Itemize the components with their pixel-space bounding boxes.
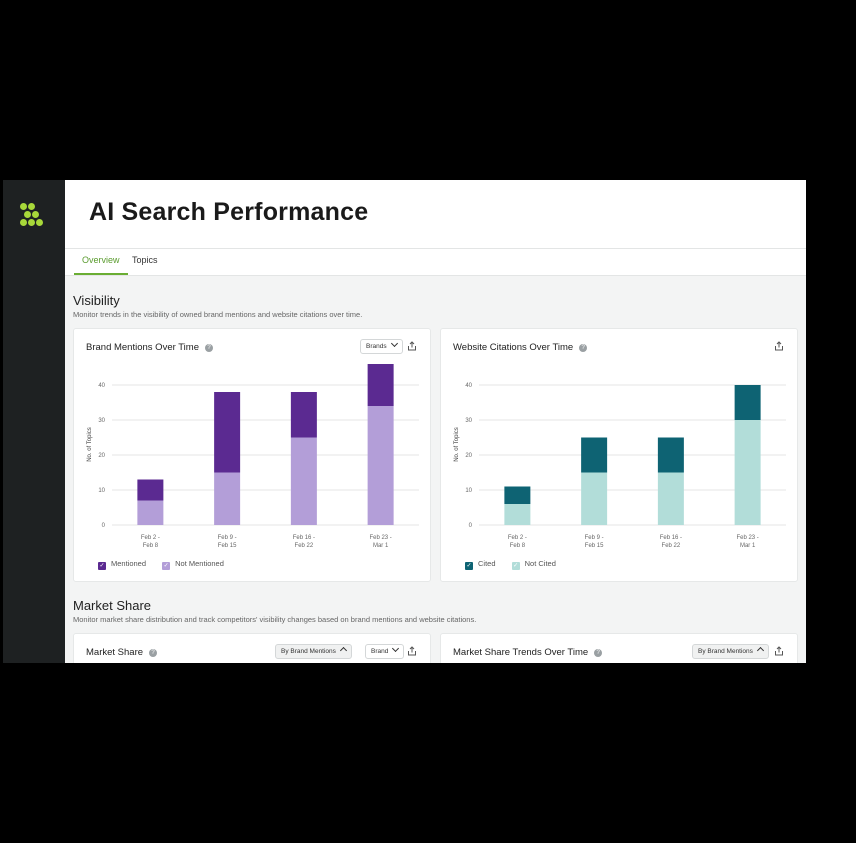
website-citations-title: Website Citations Over Time? [453,342,588,353]
tab-topics[interactable]: Topics [132,255,158,265]
bar-segment [504,504,531,525]
chevron-down-icon [390,339,398,348]
brand-mentions-card: Brand Mentions Over Time? Brands 0 10 20 30… [73,328,431,582]
bar-segment [137,500,164,525]
chevron-up-icon [339,646,347,655]
bar-segment [657,437,684,473]
brand-mentions-title-text: Brand Mentions Over Time [86,342,199,353]
brand-dropdown-label: Brand [371,648,389,655]
checkbox-icon: ✓ [465,562,473,570]
visibility-section-description: Monitor trends in the visibility of owne… [73,310,363,319]
market-share-section-title: Market Share [73,598,152,613]
y-tick-label: 30 [465,418,472,424]
bar-segment [137,479,164,501]
y-axis-label: No. of Topics [454,427,460,462]
y-tick-label: 0 [102,523,106,529]
x-tick-label: Feb 16 -Feb 22 [293,535,315,549]
share-icon[interactable] [774,341,784,351]
x-tick-label: Feb 2 -Feb 8 [141,535,160,549]
trends-by-brand-mentions-label: By Brand Mentions [698,648,753,655]
bar-segment [581,472,608,525]
legend-item-mentioned[interactable]: ✓ Mentioned [98,559,147,570]
visibility-section-title: Visibility [73,293,120,308]
y-tick-label: 0 [469,523,473,529]
market-share-card: Market Share? By Brand Mentions Brand [73,633,431,663]
share-icon[interactable] [774,646,784,656]
bar-segment [214,392,241,473]
legend-item-cited[interactable]: ✓ Cited [465,559,496,570]
tab-bar: Overview Topics [65,249,806,276]
website-citations-card: Website Citations Over Time? 0 10 20 30 40 No… [440,328,798,582]
help-icon[interactable]: ? [579,344,588,352]
x-tick-label: Feb 9 -Feb 15 [218,535,238,549]
chevron-down-icon [392,644,400,653]
brand-mentions-legend: ✓ Mentioned ✓ Not Mentioned [98,559,238,570]
y-tick-label: 10 [98,488,105,494]
x-tick-label: Feb 9 -Feb 15 [585,535,605,549]
brands-dropdown-label: Brands [366,343,387,350]
legend-label-mentioned: Mentioned [111,559,147,568]
bar-segment [290,437,317,525]
website-citations-title-text: Website Citations Over Time [453,342,574,353]
brands-dropdown[interactable]: Brands [360,339,403,354]
help-icon[interactable]: ? [594,649,603,657]
website-citations-legend: ✓ Cited ✓ Not Cited [465,559,570,570]
x-tick-label: Feb 23 -Mar 1 [736,535,758,549]
y-tick-label: 40 [465,383,472,389]
brand-dropdown[interactable]: Brand [365,644,405,659]
legend-label-cited: Cited [478,559,496,568]
legend-label-not-mentioned: Not Mentioned [175,559,224,568]
legend-item-not-cited[interactable]: ✓ Not Cited [511,559,556,570]
bar-segment [367,364,394,406]
brand-mentions-chart: 0 10 20 30 40 No. of Topics Feb 2 -Feb 8 Feb 9 … [87,364,419,549]
app-window: AI Search Performance Overview Topics Vi… [3,180,806,663]
by-brand-mentions-dropdown[interactable]: By Brand Mentions [275,644,352,659]
share-icon[interactable] [407,341,417,351]
market-share-card-title-text: Market Share [86,647,144,658]
page-title: AI Search Performance [89,198,369,226]
side-rail [3,180,65,663]
bar-segment [367,406,394,525]
checkbox-icon: ✓ [511,562,520,570]
y-tick-label: 10 [465,488,472,494]
bar-segment [734,385,761,420]
help-icon[interactable]: ? [205,344,213,352]
bar-segment [290,392,317,438]
page-header: AI Search Performance [65,180,806,249]
market-share-section-description: Monitor market share distribution and tr… [73,615,477,624]
market-share-trends-card: Market Share Trends Over Time? By Brand … [440,633,798,663]
market-share-trends-title-text: Market Share Trends Over Time [453,647,589,658]
tab-overview[interactable]: Overview [74,249,128,275]
bar-segment [504,486,531,504]
website-citations-chart: 0 10 20 30 40 No. of Topics Feb 2 -Feb 8 Feb 9 … [454,383,786,549]
logo-icon[interactable] [20,203,44,227]
checkbox-icon: ✓ [98,562,106,570]
share-icon[interactable] [407,646,417,656]
bar-segment [657,472,684,525]
market-share-card-title: Market Share? [86,647,158,658]
bar-segment [214,472,241,525]
legend-item-not-mentioned[interactable]: ✓ Not Mentioned [162,559,224,570]
chevron-up-icon [756,646,764,655]
x-tick-label: Feb 16 -Feb 22 [660,535,682,549]
help-icon[interactable]: ? [149,649,158,657]
bar-segment [734,420,761,525]
legend-label-not-cited: Not Cited [524,559,556,568]
checkbox-icon: ✓ [162,562,171,570]
x-tick-label: Feb 2 -Feb 8 [508,535,527,549]
y-tick-label: 20 [465,453,472,459]
y-tick-label: 20 [98,453,105,459]
main-content: AI Search Performance Overview Topics Vi… [65,180,806,663]
x-tick-label: Feb 23 -Mar 1 [369,535,391,549]
by-brand-mentions-label: By Brand Mentions [281,648,336,655]
brand-mentions-title: Brand Mentions Over Time? [86,342,213,353]
market-share-trends-title: Market Share Trends Over Time? [453,647,603,658]
y-tick-label: 40 [98,383,105,389]
trends-by-brand-mentions-dropdown[interactable]: By Brand Mentions [692,644,769,659]
y-tick-label: 30 [98,418,105,424]
y-axis-label: No. of Topics [87,427,93,462]
bar-segment [581,437,608,473]
